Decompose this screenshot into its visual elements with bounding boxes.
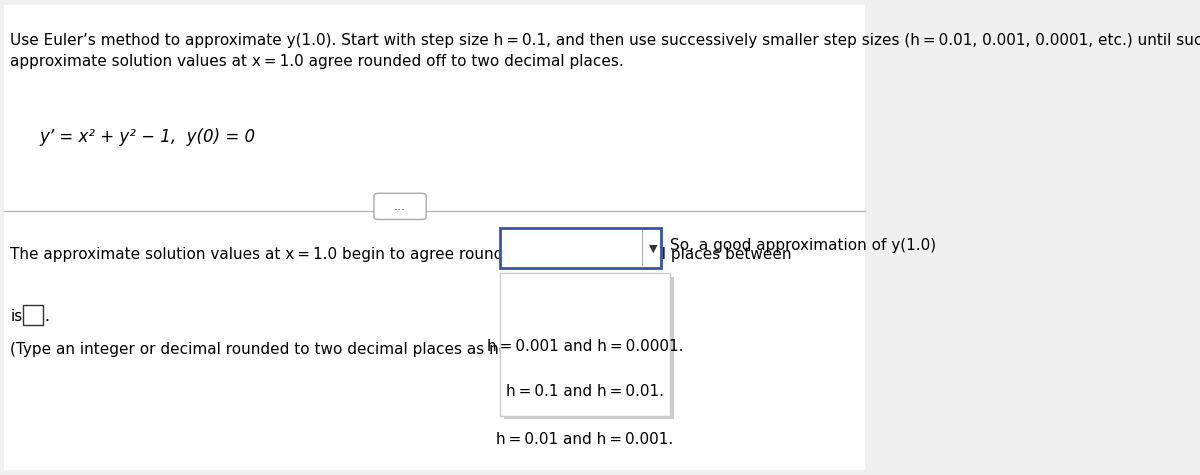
Text: h = 0.001 and h = 0.0001.: h = 0.001 and h = 0.0001. <box>487 339 683 354</box>
FancyBboxPatch shape <box>5 5 865 470</box>
Text: h = 0.01 and h = 0.001.: h = 0.01 and h = 0.001. <box>497 432 673 447</box>
Text: ▼: ▼ <box>649 243 658 253</box>
FancyBboxPatch shape <box>504 277 674 419</box>
FancyBboxPatch shape <box>500 273 670 416</box>
Text: The approximate solution values at x = 1.0 begin to agree rounded off to two dec: The approximate solution values at x = 1… <box>11 247 792 262</box>
FancyBboxPatch shape <box>374 193 426 219</box>
Text: So, a good approximation of y(1.0): So, a good approximation of y(1.0) <box>670 238 936 253</box>
Text: Use Euler’s method to approximate y(1.0). Start with step size h = 0.1, and then: Use Euler’s method to approximate y(1.0)… <box>11 33 1200 69</box>
FancyBboxPatch shape <box>500 228 661 268</box>
Text: is: is <box>11 309 23 324</box>
Text: h = 0.1 and h = 0.01.: h = 0.1 and h = 0.01. <box>506 384 664 399</box>
Text: ...: ... <box>394 200 406 213</box>
FancyBboxPatch shape <box>24 305 43 325</box>
Text: (Type an integer or decimal rounded to two decimal places as needed.): (Type an integer or decimal rounded to t… <box>11 342 558 357</box>
Text: .: . <box>44 309 49 324</box>
Text: y’ = x² + y² − 1,  y(0) = 0: y’ = x² + y² − 1, y(0) = 0 <box>40 128 256 146</box>
